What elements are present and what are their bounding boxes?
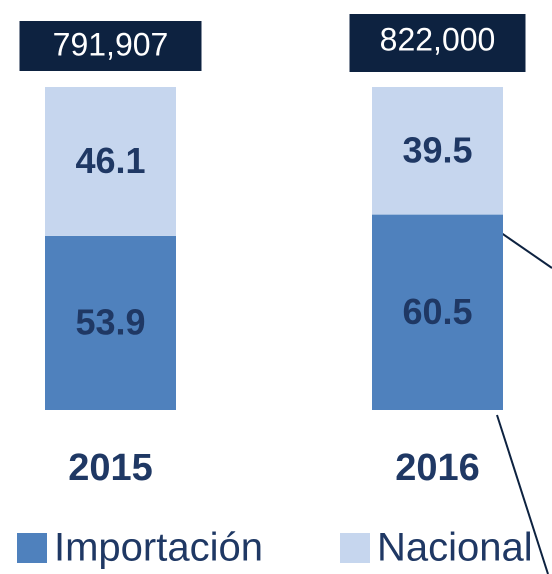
x-tick-label: 2016	[395, 447, 480, 489]
connector-line	[496, 414, 549, 574]
bar-segment	[372, 87, 503, 215]
legend-label: Nacional	[377, 526, 533, 570]
segment-label: 53.9	[75, 301, 145, 342]
segment-label: 46.1	[75, 140, 145, 181]
legend-swatch	[340, 533, 370, 563]
bar-segment	[372, 214, 503, 410]
connector-line	[496, 229, 552, 269]
x-tick-label: 2015	[68, 447, 153, 489]
segment-label: 60.5	[402, 291, 472, 332]
total-box	[349, 14, 526, 72]
bar-segment	[45, 235, 176, 410]
total-label: 791,907	[53, 26, 169, 62]
segment-label: 39.5	[402, 129, 472, 170]
bar-segment	[45, 87, 176, 236]
total-label: 822,000	[380, 21, 496, 57]
legend-swatch	[17, 533, 47, 563]
total-box	[19, 21, 202, 71]
legend-label: Importación	[54, 526, 263, 570]
